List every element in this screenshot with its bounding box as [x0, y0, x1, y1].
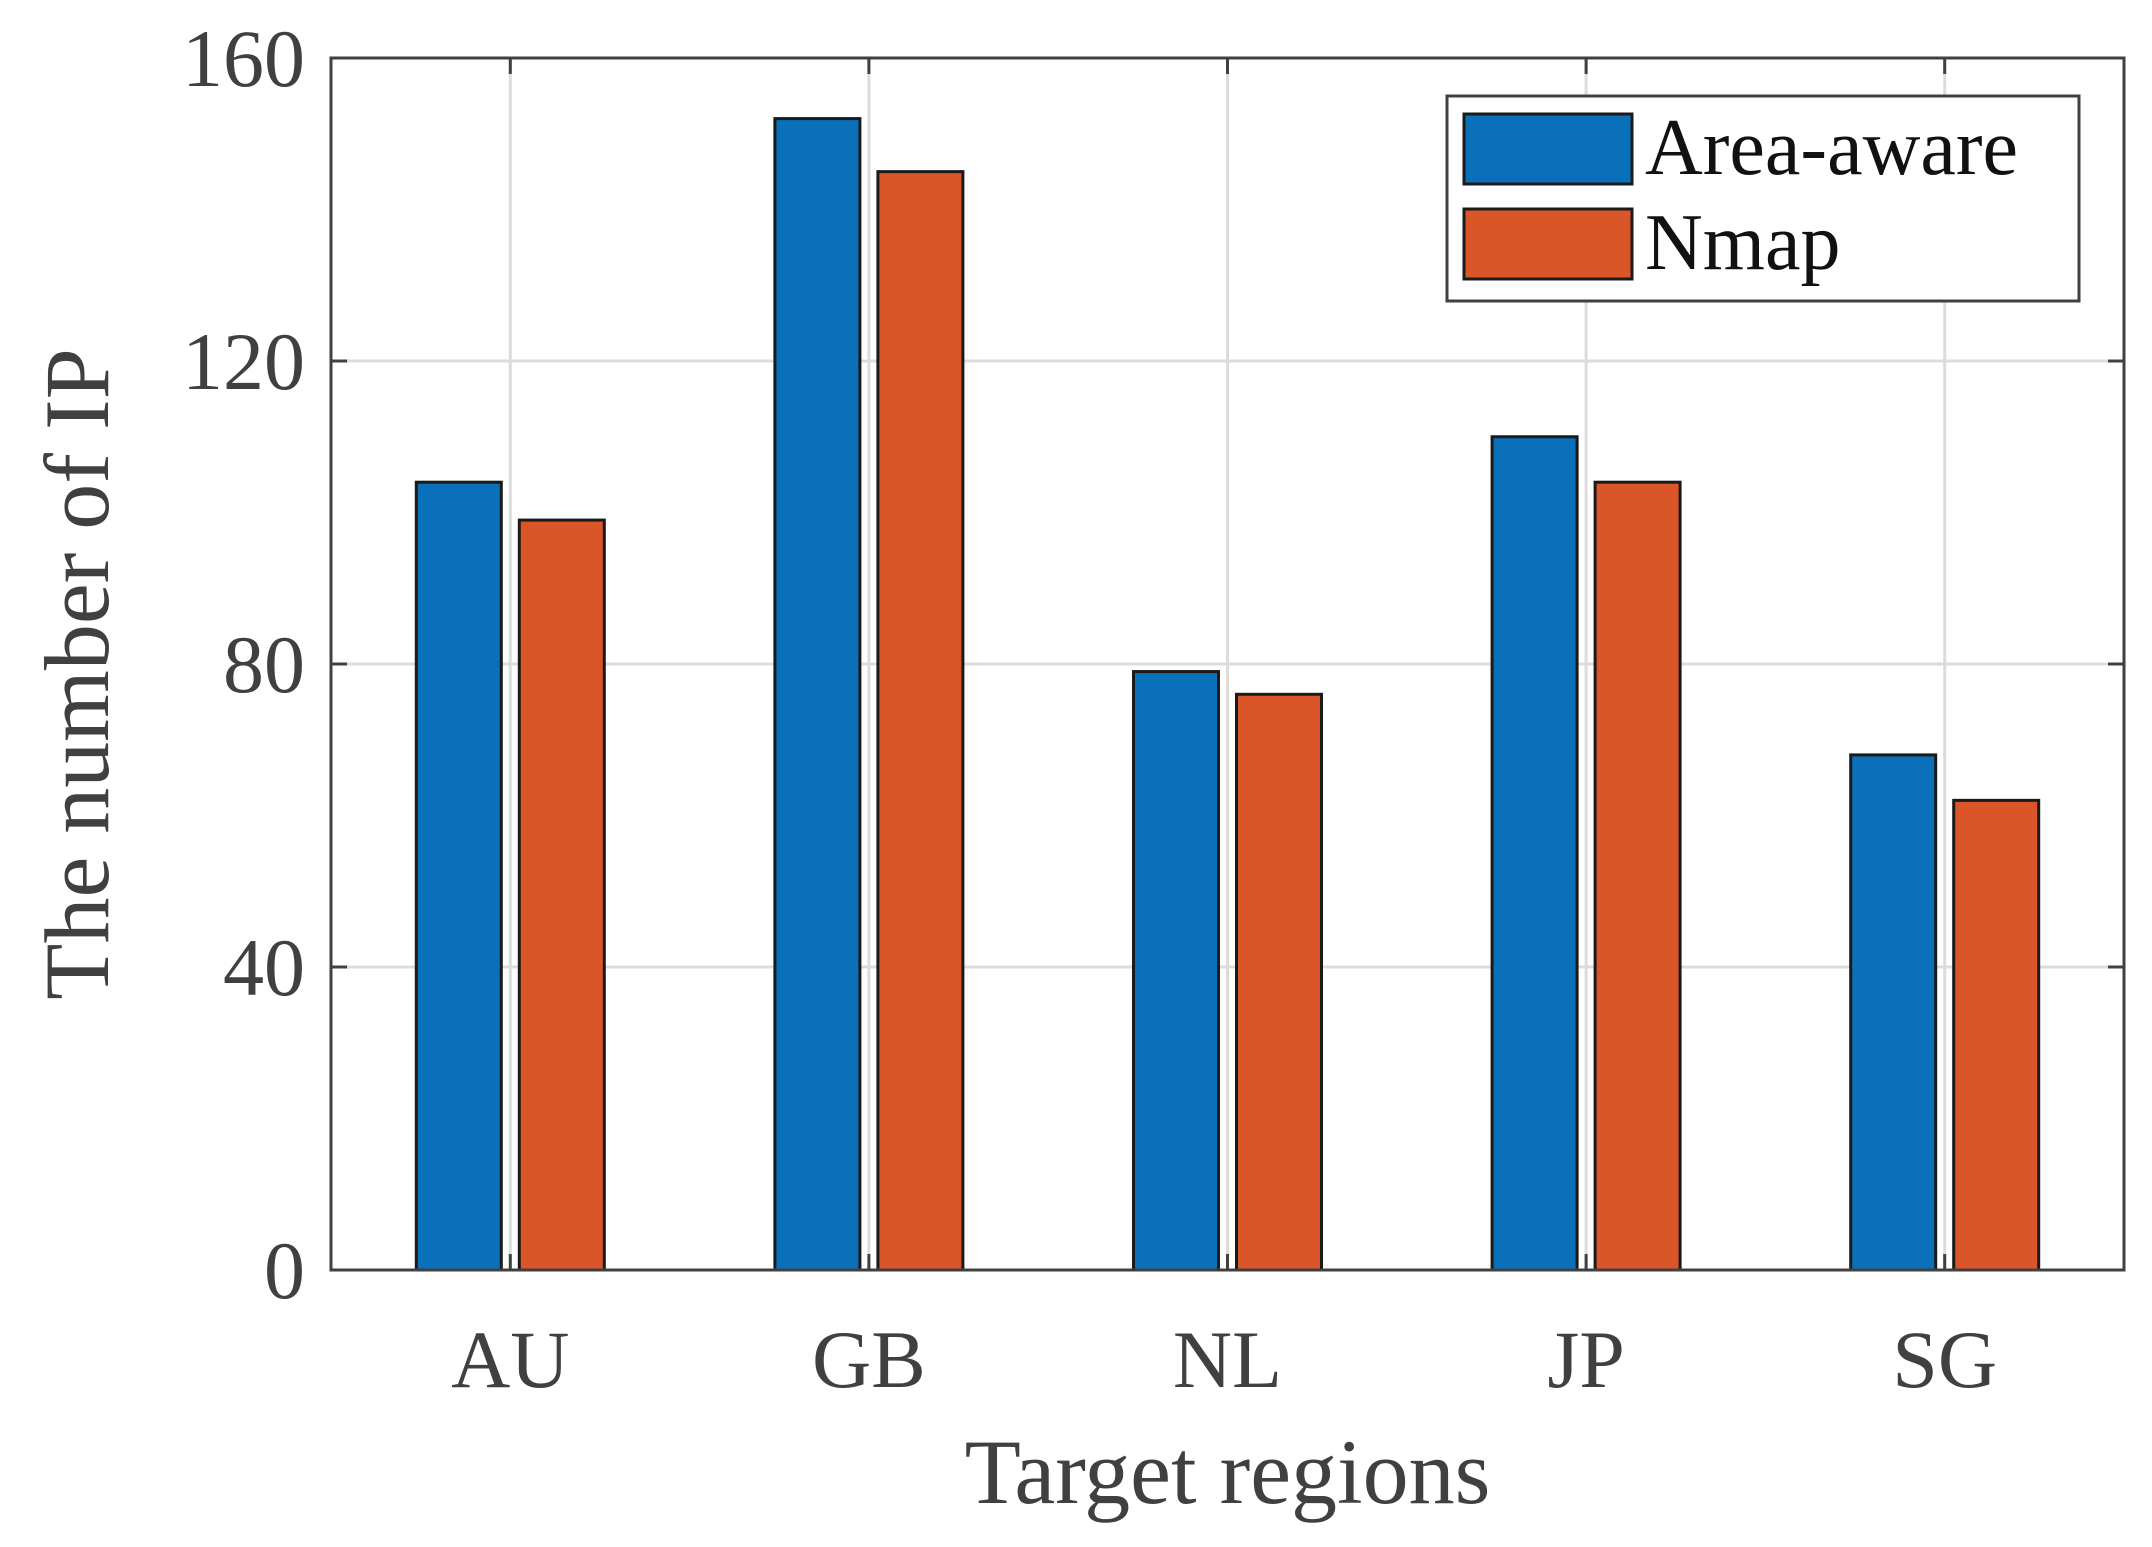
- bar-area-aware-nl: [1132, 670, 1220, 1272]
- axes: [329, 56, 2126, 1272]
- tick-labels: 0 40 80 120 160 AU GB NL JP SG: [182, 13, 1997, 1405]
- bar-area-aware-gb: [773, 117, 862, 1272]
- x-tick-label: NL: [1173, 1314, 1282, 1405]
- y-tick-label: 40: [223, 922, 305, 1013]
- bars: [414, 117, 2041, 1272]
- x-tick-label: SG: [1892, 1314, 1997, 1405]
- y-tick-label: 120: [182, 316, 305, 407]
- legend-label-nmap: Nmap: [1645, 199, 1841, 287]
- bar-area-aware-au: [414, 480, 503, 1272]
- legend-label-area-aware: Area-aware: [1645, 104, 2018, 192]
- x-axis-title: Target regions: [965, 1421, 1491, 1523]
- legend-swatch-area-aware: [1462, 112, 1634, 186]
- bar-nmap-sg: [1952, 798, 2041, 1272]
- bar-nmap-nl: [1235, 692, 1323, 1272]
- bar-area-aware-sg: [1849, 753, 1938, 1272]
- bar-area-aware-jp: [1490, 435, 1579, 1272]
- y-tick-label: 160: [182, 13, 305, 104]
- x-tick-label: GB: [812, 1314, 926, 1405]
- y-axis-title: The number of IP: [26, 348, 128, 1000]
- bar-nmap-au: [517, 518, 606, 1272]
- legend-swatch-nmap: [1462, 207, 1634, 281]
- x-tick-label: AU: [451, 1314, 569, 1405]
- y-tick-label: 80: [223, 619, 305, 710]
- bar-nmap-gb: [876, 170, 965, 1272]
- y-tick-label: 0: [264, 1225, 305, 1316]
- plot-frame: [329, 56, 2126, 1272]
- bar-nmap-jp: [1593, 480, 1682, 1272]
- x-tick-label: JP: [1547, 1314, 1625, 1405]
